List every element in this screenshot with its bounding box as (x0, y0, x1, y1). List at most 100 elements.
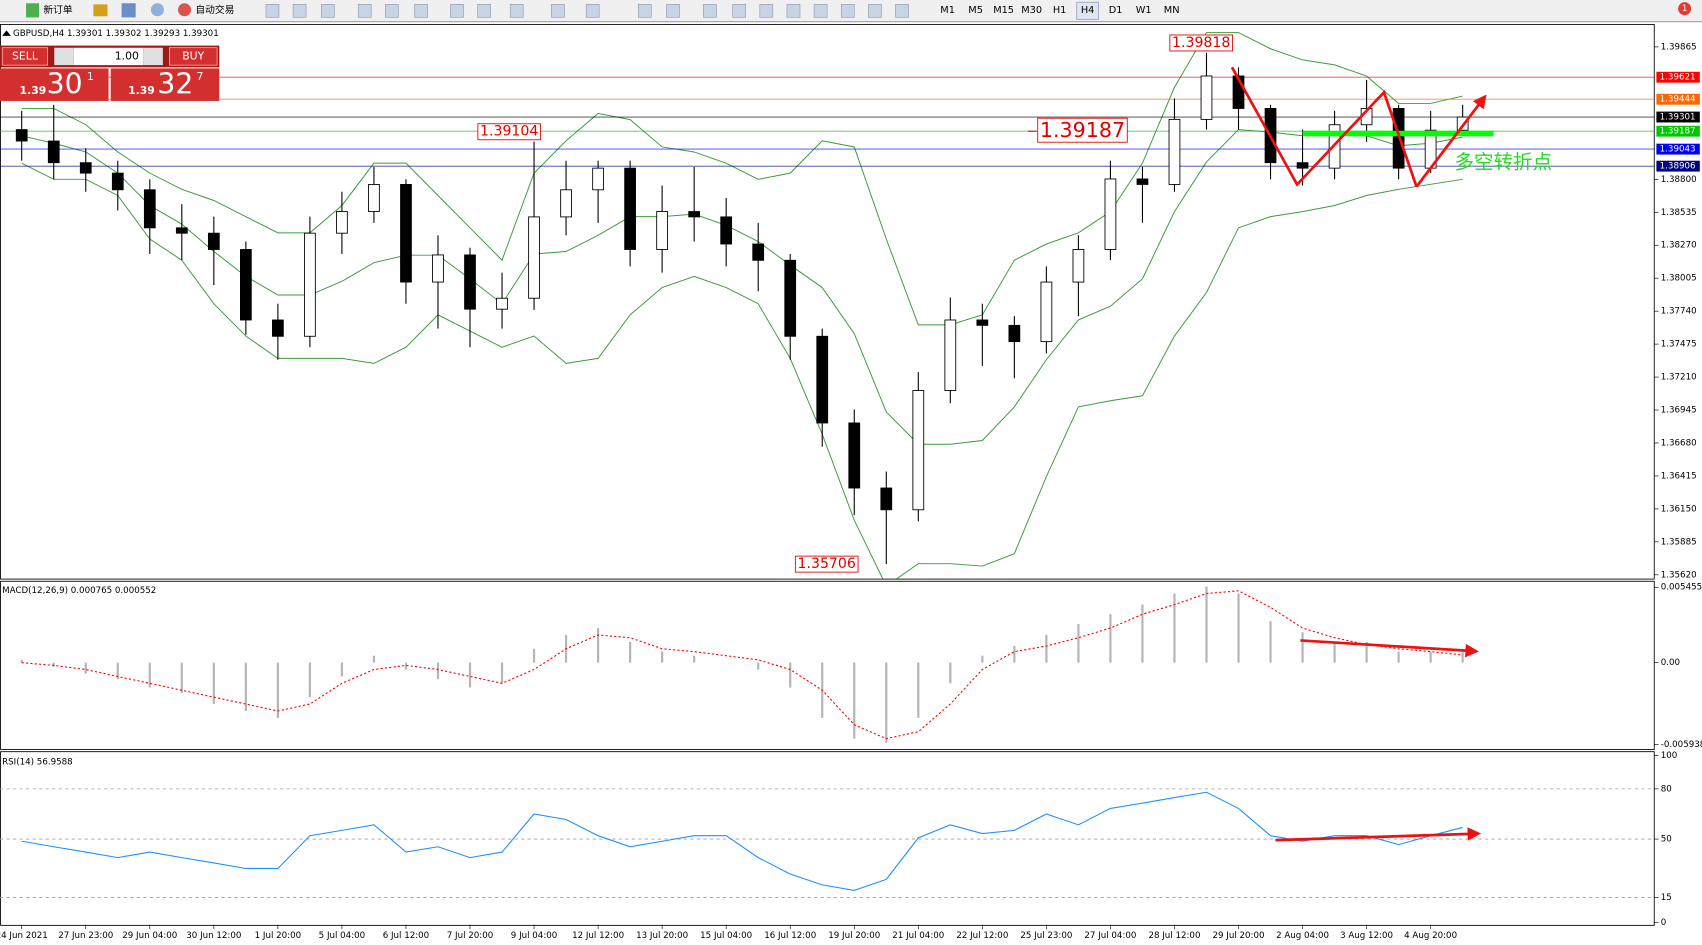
price-level-tag (1656, 160, 1700, 172)
toolbar-icon[interactable] (840, 4, 855, 18)
timeframe-button[interactable]: H4 (1081, 5, 1095, 16)
lot-value[interactable]: 1.00 (115, 49, 139, 62)
y-tick-label: 15 (1661, 893, 1672, 903)
toolbar-icon[interactable] (450, 4, 464, 18)
candle-body (336, 211, 348, 234)
toolbar-icon[interactable] (93, 4, 108, 17)
candle-body (624, 167, 636, 250)
candle-body (368, 184, 380, 212)
price-level-label: 1.39301 (1660, 113, 1696, 123)
price-plot (0, 32, 1655, 579)
toolbar-icon[interactable] (121, 3, 136, 18)
x-tick-label: 1 Jul 20:00 (255, 931, 301, 941)
y-tick-label: 1.36680 (1661, 438, 1697, 448)
toolbar-icon[interactable] (666, 4, 680, 18)
price-level-tag (1656, 71, 1700, 83)
timeframe-selected (1076, 1, 1099, 20)
macd-frame (0, 580, 1655, 750)
bollinger-middle (21, 129, 1463, 445)
price-callout: 1.39104 (480, 124, 538, 140)
y-tick-label: 1.36415 (1661, 471, 1697, 481)
y-tick-label: 1.36945 (1661, 406, 1697, 416)
main-frame (0, 23, 1655, 580)
buy-label[interactable]: BUY (182, 49, 204, 62)
level-callout-box (1037, 117, 1128, 143)
timeframe-button[interactable]: M30 (1021, 5, 1042, 16)
macd-signal (21, 590, 1463, 740)
toolbar-icon[interactable] (551, 4, 565, 18)
sell-label[interactable]: SELL (12, 49, 38, 62)
toolbar-icon[interactable] (265, 4, 280, 18)
alert-badge[interactable] (1678, 2, 1692, 16)
x-tick-label: 24 Jun 2021 (0, 931, 48, 941)
lot-down[interactable] (54, 47, 74, 66)
x-tick-label: 5 Jul 04:00 (319, 931, 365, 941)
y-tick-label: 50 (1661, 835, 1672, 845)
candle-body (976, 319, 989, 326)
toolbar-icon[interactable] (414, 4, 428, 18)
lot-input[interactable] (73, 47, 144, 66)
trend-arrow (1415, 94, 1487, 188)
y-tick-label: 1.37475 (1661, 340, 1697, 350)
zigzag-annotation (1230, 66, 1418, 188)
symbol-marker (2, 30, 11, 36)
candle-body (784, 259, 797, 337)
new-order-icon[interactable] (26, 3, 40, 18)
y-tick-label: 0 (1661, 918, 1667, 928)
toolbar-icon[interactable] (477, 4, 491, 18)
candle-body (239, 249, 252, 321)
toolbar-icon[interactable] (585, 4, 600, 18)
annotation: 多空转折点 (1455, 150, 1553, 173)
x-tick-label: 12 Jul 12:00 (572, 931, 624, 941)
toolbar-icon[interactable] (703, 4, 717, 18)
timeframe-button[interactable]: M15 (993, 5, 1014, 16)
buy-button[interactable] (169, 47, 218, 66)
timeframe-button[interactable]: M1 (940, 5, 955, 16)
candle-body (880, 487, 893, 511)
timeframe-button[interactable]: H1 (1053, 5, 1067, 16)
sell-button[interactable] (1, 47, 49, 66)
sell-price-point: 1 (87, 70, 94, 83)
toolbar-icon[interactable] (292, 4, 307, 18)
auto-trading-icon[interactable] (178, 3, 192, 17)
y-tick-label: 1.36150 (1661, 504, 1697, 514)
toolbar-icon[interactable] (357, 4, 372, 18)
y-tick-label: 100 (1661, 751, 1678, 761)
y-tick-label: 1.38270 (1661, 241, 1697, 251)
new-order-button[interactable]: 新订单 (43, 3, 72, 16)
candle-body (816, 335, 829, 424)
auto-trading-button[interactable]: 自动交易 (195, 3, 234, 16)
toolbar-icon[interactable] (868, 4, 882, 18)
timeframe-buttons: M1 M5 M15 M30 H1 H4 D1 W1 MN (940, 1, 1180, 20)
toolbar-icon[interactable] (150, 3, 164, 17)
x-tick-label: 30 Jun 12:00 (186, 931, 241, 941)
toolbar-icon[interactable] (786, 4, 801, 18)
y-tick-label: 1.38800 (1661, 175, 1697, 185)
toolbar-icon[interactable] (385, 4, 399, 18)
toolbar-icon[interactable] (732, 4, 746, 18)
sell-price-box[interactable] (0, 68, 109, 101)
toolbar-icon[interactable] (321, 4, 335, 18)
timeframe-button[interactable]: MN (1164, 5, 1180, 16)
buy-price-box[interactable] (110, 68, 220, 101)
candle-body (656, 211, 668, 250)
candle-body (111, 172, 124, 191)
x-tick-label: 28 Jul 12:00 (1148, 931, 1200, 941)
timeframe-button[interactable]: M5 (968, 5, 983, 16)
toolbar-icon[interactable] (895, 4, 909, 18)
toolbar-icon[interactable] (813, 4, 828, 18)
price-level-label: 1.39043 (1660, 145, 1696, 155)
buy-price-pips: 32 (157, 68, 193, 101)
alert-count: 1 (1682, 4, 1688, 14)
toolbar-icon[interactable] (637, 4, 652, 18)
toolbar-icon[interactable] (509, 4, 524, 18)
toolbar-icon[interactable] (759, 4, 774, 18)
toolbar-icons (265, 4, 909, 18)
timeframe-button[interactable]: D1 (1109, 5, 1123, 16)
lot-up[interactable] (143, 47, 163, 66)
timeframe-button[interactable]: W1 (1136, 5, 1152, 16)
candle-body (1200, 75, 1213, 120)
sell-price-big: 1.39 (20, 84, 47, 97)
sell-price-pips: 30 (47, 68, 83, 101)
